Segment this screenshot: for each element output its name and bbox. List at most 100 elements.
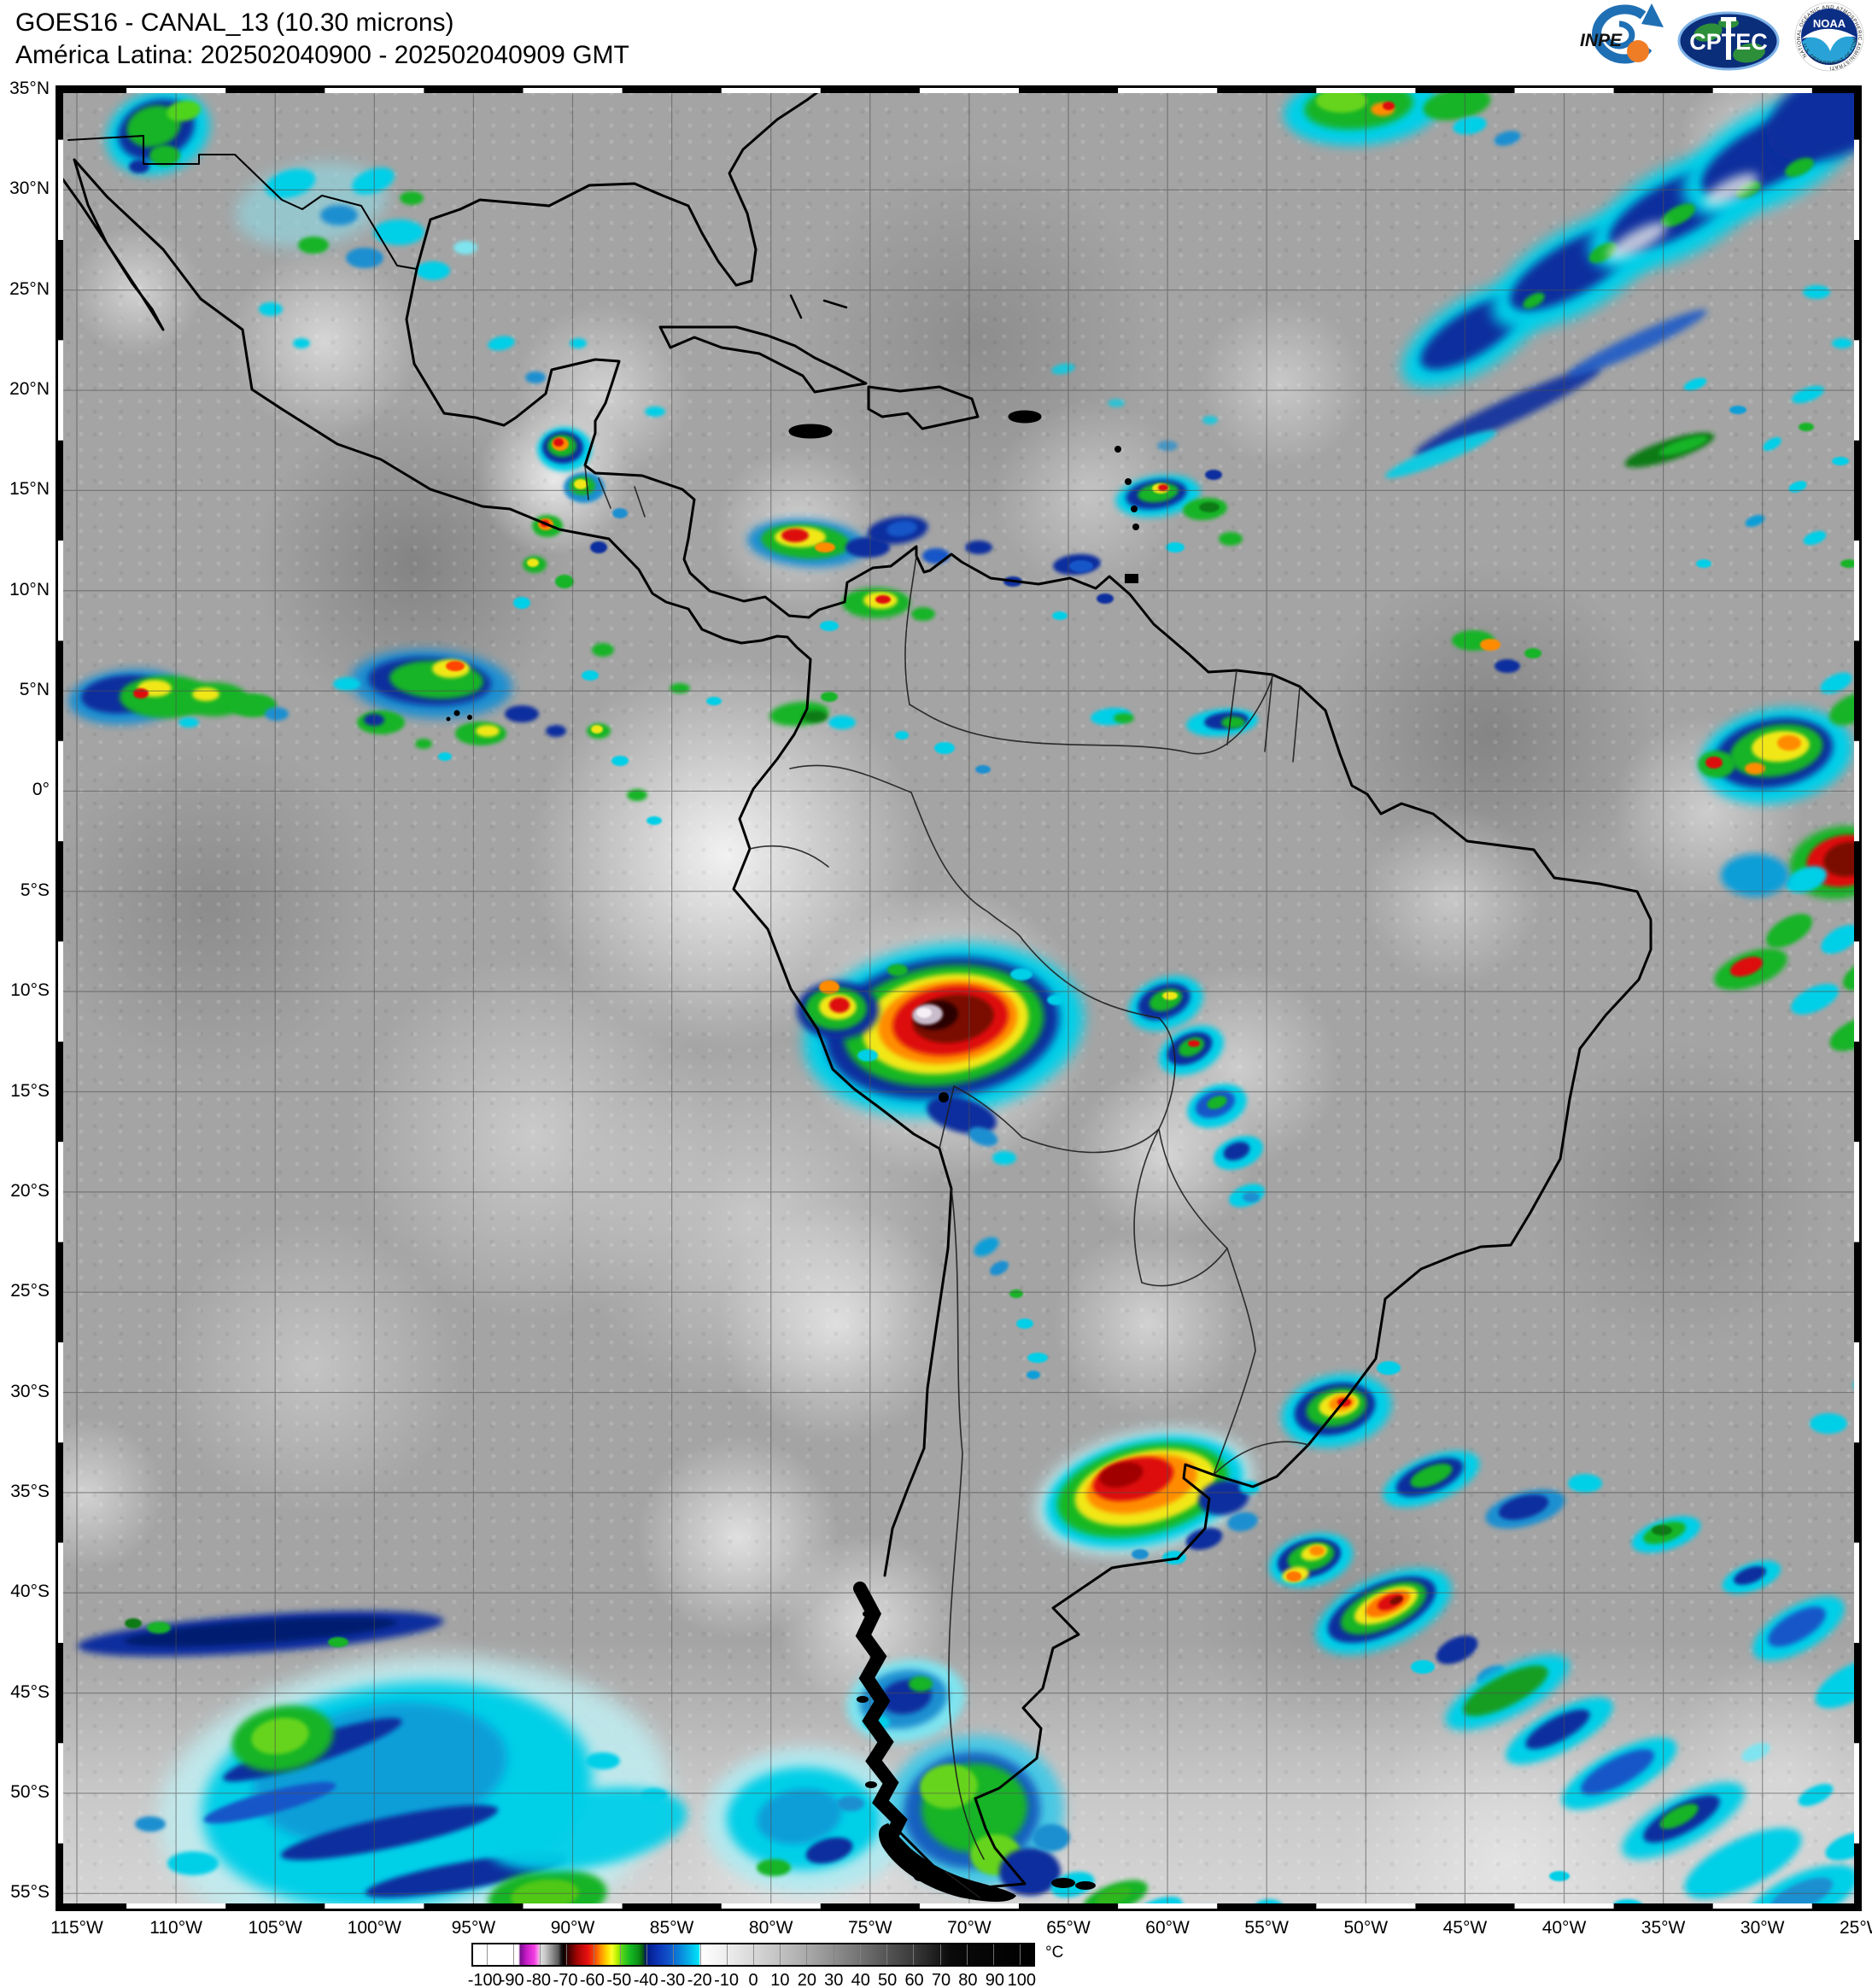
cloud-feature xyxy=(1825,1832,1862,1861)
cloud-feature xyxy=(1162,991,1178,1000)
cloud-feature xyxy=(265,707,289,721)
cloud-feature xyxy=(446,661,465,671)
cloud-feature xyxy=(1377,1361,1401,1375)
cloud-feature xyxy=(1661,203,1695,227)
colorbar-tick-label: -20 xyxy=(687,1971,712,1988)
cloud-feature xyxy=(1383,102,1395,110)
lon-label: 105°W xyxy=(248,1918,302,1938)
lon-label: 35°W xyxy=(1641,1918,1686,1938)
cloud-feature xyxy=(373,219,424,245)
colorbar-tick-line xyxy=(753,1944,754,1965)
product-subtitle: América Latina: 202502040900 - 202502040… xyxy=(15,41,629,69)
cloud-feature xyxy=(328,1637,348,1647)
cloud-feature xyxy=(1188,1040,1200,1047)
lon-label: 115°W xyxy=(50,1918,103,1938)
cloud-feature xyxy=(1729,406,1746,414)
cloud-feature xyxy=(829,997,850,1013)
coast-jamaica xyxy=(788,424,833,439)
cloud-feature xyxy=(1763,437,1781,451)
cloud-feature xyxy=(1498,1494,1549,1520)
cloud-feature xyxy=(438,752,452,761)
lat-label: 20°S xyxy=(10,1180,50,1201)
inpe-logo-icon: INPE xyxy=(1580,3,1664,64)
colorbar-unit-label: °C xyxy=(1045,1944,1064,1962)
border-us-mexico xyxy=(67,135,418,270)
cloud-feature xyxy=(1096,1886,1132,1906)
cloud-feature xyxy=(203,1781,336,1824)
colorbar-tick-line xyxy=(540,1944,541,1965)
cloud-feature xyxy=(555,575,574,588)
colorbar-tick-line xyxy=(993,1944,995,1965)
colorbar-tick-line xyxy=(512,1944,514,1965)
cloud-feature xyxy=(1205,470,1222,480)
cloud-feature xyxy=(453,241,477,254)
cloud-feature xyxy=(1016,1319,1033,1329)
cloud-feature xyxy=(611,756,629,766)
cloud-feature xyxy=(895,731,909,740)
lon-label: 60°W xyxy=(1145,1918,1190,1938)
colorbar-tick-label: -40 xyxy=(633,1971,658,1988)
cloud-feature xyxy=(259,302,283,316)
coast-central-america xyxy=(405,208,791,617)
lon-label: 65°W xyxy=(1046,1918,1091,1938)
coast-falkland-islands xyxy=(1051,1878,1096,1890)
colorbar-tick-label: 10 xyxy=(770,1971,790,1988)
cloud-feature xyxy=(178,717,199,728)
cloud-feature xyxy=(1832,338,1852,348)
cloud-feature xyxy=(592,643,614,657)
colorbar-tick-label: 30 xyxy=(824,1971,844,1988)
cloud-feature xyxy=(1286,1571,1302,1582)
cloud-feature xyxy=(352,167,395,195)
lat-label: 5°N xyxy=(19,680,50,700)
cloud-feature xyxy=(1410,1463,1453,1488)
cloud-feature xyxy=(1158,484,1168,491)
cloud-feature xyxy=(1792,385,1824,404)
cloud-feature xyxy=(1840,559,1857,568)
cloud-feature xyxy=(229,693,277,717)
coast-baja-california xyxy=(56,158,165,331)
colorbar-tick-label: 20 xyxy=(797,1971,816,1988)
lon-label: 45°W xyxy=(1442,1918,1488,1938)
colorbar-tick-line xyxy=(859,1944,861,1965)
tierra-del-fuego-silhouette xyxy=(879,1823,1016,1902)
cloud-feature xyxy=(1588,243,1618,263)
cloud-feature xyxy=(298,237,329,254)
colorbar-tick-label: -90 xyxy=(499,1971,524,1988)
cloud-feature xyxy=(1414,366,1600,457)
cloud-feature xyxy=(1788,481,1807,493)
cloud-feature xyxy=(1010,968,1033,980)
colorbar-tick-line xyxy=(913,1944,915,1965)
cloud-feature xyxy=(1568,1474,1602,1493)
cloud-feature xyxy=(1384,430,1497,478)
lat-label: 10°S xyxy=(10,980,50,1001)
satellite-map xyxy=(56,85,1862,1911)
lat-label: 45°S xyxy=(10,1681,50,1702)
cloud-feature xyxy=(1243,1192,1260,1202)
cloud-feature xyxy=(1207,1096,1227,1109)
cloud-feature xyxy=(757,1859,791,1876)
cloud-feature xyxy=(1683,377,1707,391)
cloud-feature xyxy=(1185,1528,1223,1550)
cloud-feature xyxy=(1721,854,1789,897)
cloud-feature xyxy=(333,677,360,691)
cloud-feature xyxy=(920,1763,978,1810)
cloud-feature xyxy=(975,765,991,774)
cloud-feature xyxy=(1069,560,1093,572)
cloud-feature xyxy=(167,100,201,122)
colorbar-tick-line xyxy=(566,1944,568,1965)
temperature-colorbar xyxy=(471,1943,1035,1967)
cptec-logo-icon: CPTEC xyxy=(1677,11,1780,71)
cloud-feature xyxy=(781,529,809,542)
coast-pacific xyxy=(73,158,953,1577)
lat-label: 55°S xyxy=(10,1882,50,1903)
cloud-feature xyxy=(802,710,828,722)
cloud-feature xyxy=(1221,716,1245,728)
cloud-feature xyxy=(1495,659,1520,673)
cloud-feature xyxy=(641,1788,668,1802)
cloud-feature xyxy=(974,1237,999,1257)
lat-label: 30°S xyxy=(10,1381,50,1401)
cloud-feature xyxy=(346,248,383,268)
cloud-feature xyxy=(320,205,358,225)
cloud-feature xyxy=(1786,866,1827,893)
colorbar-tick-label: -30 xyxy=(660,1971,686,1988)
